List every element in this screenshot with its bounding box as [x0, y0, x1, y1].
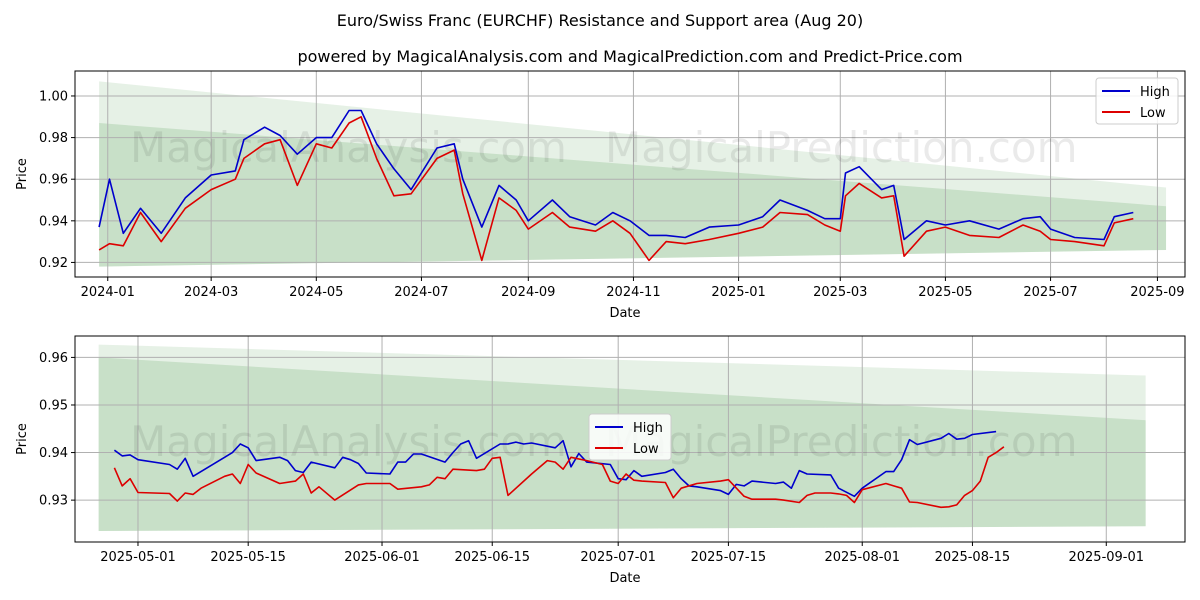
- y-tick-label: 0.93: [39, 494, 68, 509]
- y-axis-label: Price: [15, 423, 30, 455]
- x-tick-label: 2025-05-01: [100, 550, 176, 565]
- y-tick-label: 0.94: [39, 214, 68, 229]
- legend-label-high: High: [1140, 85, 1170, 100]
- x-axis-label: Date: [609, 571, 640, 586]
- x-tick-label: 2025-05-15: [210, 550, 286, 565]
- y-tick-label: 0.98: [39, 131, 68, 146]
- y-tick-label: 0.94: [39, 446, 68, 461]
- watermark-text: MagicalPrediction.com: [605, 417, 1078, 466]
- watermark-text: MagicalAnalysis.com: [130, 123, 567, 172]
- legend-label-low: Low: [1140, 106, 1166, 121]
- plot-area-2: 2025-05-01 2025-05-15 2025-06-01 2025-06-15…: [15, 335, 1186, 586]
- x-tick-label: 2025-01: [711, 285, 765, 300]
- x-tick-label: 2024-01: [81, 285, 135, 300]
- x-axis-label: Date: [609, 306, 640, 321]
- series-line-high: [98, 109, 1134, 241]
- x-tick-label: 2024-07: [394, 285, 448, 300]
- x-tick-label: 2025-06-15: [454, 550, 530, 565]
- x-tick-label: 2024-03: [184, 285, 238, 300]
- chart-subtitle: powered by MagicalAnalysis.com and Magic…: [297, 47, 962, 66]
- plot-frame: [74, 70, 1186, 278]
- x-tick-label: 2025-07: [1023, 285, 1077, 300]
- chart-title: Euro/Swiss Franc (EURCHF) Resistance and…: [337, 11, 863, 30]
- x-tick-label: 2024-05: [289, 285, 343, 300]
- y-tick-label: 0.92: [39, 256, 68, 271]
- x-tick-label: 2025-03: [813, 285, 867, 300]
- x-tick-label: 2024-11: [606, 285, 660, 300]
- series-line-low: [98, 116, 1134, 262]
- x-tick-label: 2025-05: [918, 285, 972, 300]
- y-tick-label: 1.00: [39, 89, 68, 104]
- x-tick-label: 2025-09-01: [1068, 550, 1144, 565]
- y-tick-label: 0.95: [39, 398, 68, 413]
- x-tick-label: 2025-07-01: [580, 550, 656, 565]
- x-tick-label: 2025-08-01: [824, 550, 900, 565]
- series-line-low: [113, 446, 1005, 509]
- plot-frame: [74, 335, 1186, 543]
- legend: High Low: [1095, 77, 1179, 125]
- x-tick-label: 2025-08-15: [935, 550, 1011, 565]
- y-tick-label: 0.96: [39, 173, 68, 188]
- plot-area-1: 2024-01 2024-03 2024-05 2024-07 2024-09 2024-…: [15, 70, 1186, 321]
- x-tick-label: 2025-09: [1130, 285, 1184, 300]
- legend-label-high: High: [633, 421, 663, 436]
- legend-label-low: Low: [633, 442, 659, 457]
- x-tick-label: 2024-09: [501, 285, 555, 300]
- legend: High Low: [588, 413, 672, 461]
- y-axis-label: Price: [15, 158, 30, 190]
- watermark-text: MagicalPrediction.com: [605, 123, 1078, 172]
- x-tick-label: 2025-06-01: [344, 550, 420, 565]
- y-tick-label: 0.96: [39, 351, 68, 366]
- series-line-high: [113, 430, 997, 498]
- x-tick-label: 2025-07-15: [691, 550, 767, 565]
